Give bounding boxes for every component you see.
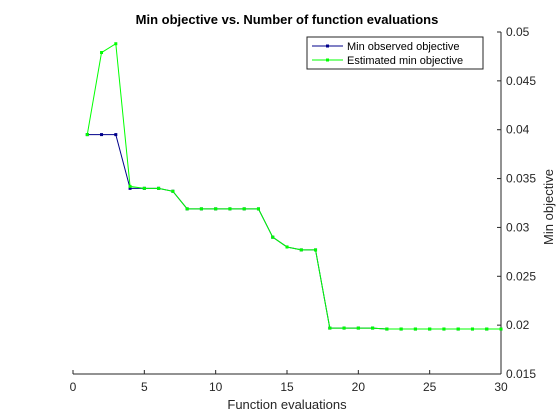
series-line-1 [87,134,501,330]
x-tick-label: 5 [141,380,148,394]
series-2-point [157,186,161,190]
y-axis-ticks: 0.015 0.02 0.025 0.03 0.035 0.04 0.045 0.05 [497,25,536,381]
x-axis-label: Function evaluations [227,397,347,412]
series-2-point [442,327,446,331]
series-2-point [314,248,318,252]
y-tick-label: 0.045 [506,74,536,88]
legend-swatch-marker [326,58,329,62]
series-2-point [85,133,89,137]
x-tick-label: 25 [423,380,437,394]
x-tick-label: 0 [70,380,77,394]
x-axis-ticks: 0 5 10 15 20 25 30 [70,370,508,394]
series-2-point [470,327,474,331]
series-2-point [371,326,375,330]
legend: Min observed objective Estimated min obje… [306,36,484,70]
y-tick-label: 0.04 [506,123,530,137]
y-tick-label: 0.035 [506,172,536,186]
series-2-point [328,326,332,330]
x-tick-label: 10 [209,380,223,394]
series-2-point [242,207,246,211]
series-2-point [199,207,203,211]
series-2-point [128,184,132,188]
series-2-point [399,327,403,331]
series-2-point [142,186,146,190]
legend-label: Estimated min objective [347,55,463,67]
legend-entries: Min observed objective Estimated min obje… [312,41,463,67]
series-2-point [485,327,489,331]
series-2-point [456,327,460,331]
series-2-point [228,207,232,211]
series-2-point [428,327,432,331]
series-2-point [214,207,218,211]
x-tick-label: 30 [494,380,508,394]
legend-box [306,36,484,70]
series-2-point [499,327,503,331]
series-2-point [342,326,346,330]
series-layer [85,42,503,331]
series-2-point [171,189,175,193]
x-tick-label: 20 [352,380,366,394]
series-1-point [100,133,104,137]
series-2-point [271,235,275,239]
series-2-point [356,326,360,330]
series-1-point [128,186,132,190]
y-tick-label: 0.05 [506,25,530,39]
series-2-point [385,327,389,331]
series-2-point [299,248,303,252]
series-2-point [413,327,417,331]
series-line-2 [86,42,501,330]
series-2-point [100,51,104,55]
chart-title: Min objective vs. Number of function eva… [136,12,439,27]
y-tick-label: 0.03 [506,220,530,234]
y-tick-label: 0.025 [506,269,536,283]
series-2-point [185,207,189,211]
y-tick-label: 0.02 [506,318,530,332]
plot-area: 0 5 10 15 20 25 30 0.015 0.02 0.025 0.03 0.035 0.04… [70,25,537,394]
y-tick-label: 0.015 [506,367,536,381]
series-2-point [256,207,260,211]
y-axis-label: Min objective [541,169,556,245]
series-2-point [114,42,118,46]
legend-swatch-marker [326,44,329,48]
series-1-point [114,133,118,137]
x-tick-label: 15 [280,380,294,394]
legend-label: Min observed objective [347,41,460,53]
series-2-point [285,245,289,249]
